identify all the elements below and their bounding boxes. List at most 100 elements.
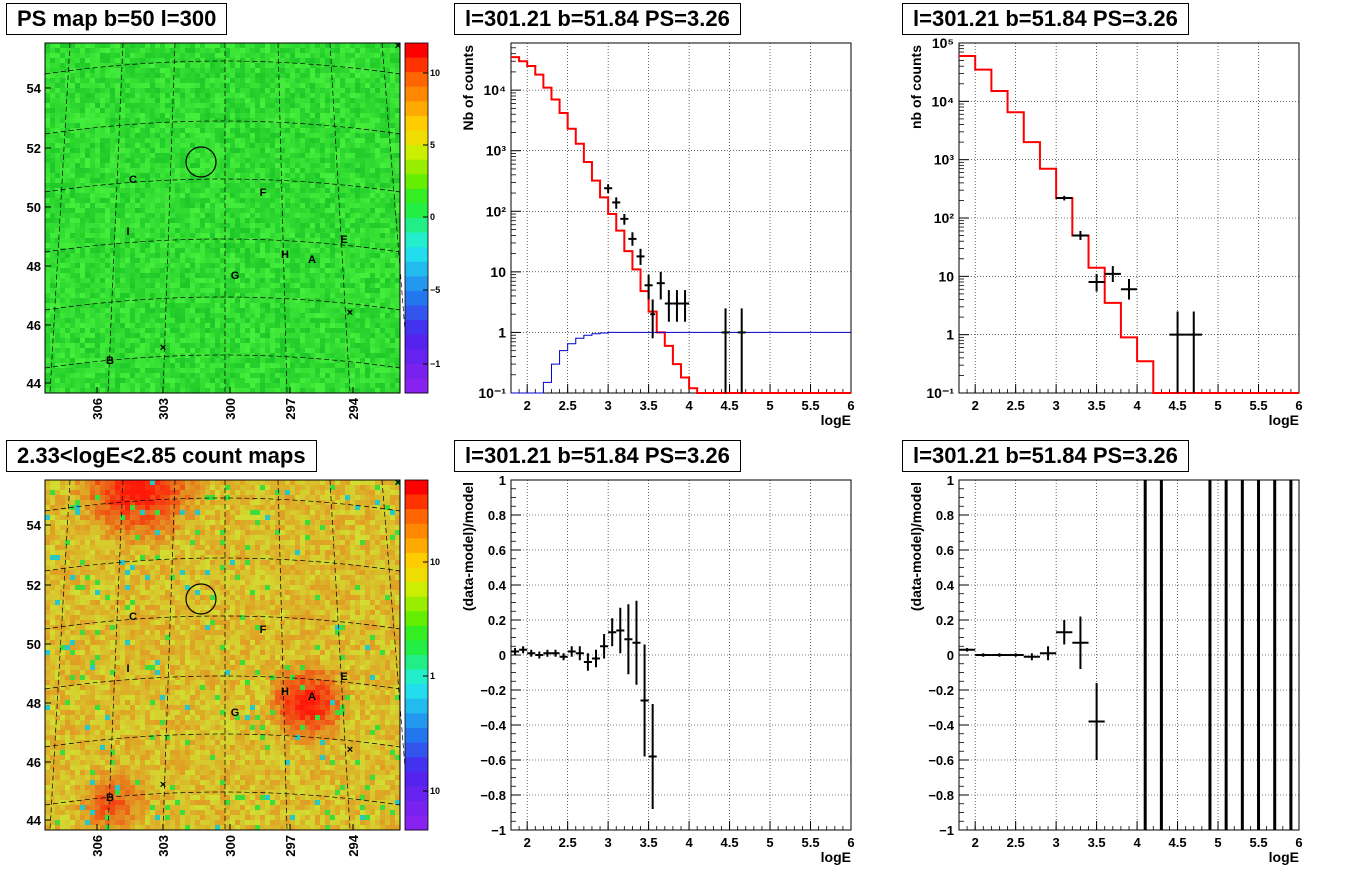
y-tick-label: −0.4: [480, 718, 506, 733]
data-point: [636, 248, 645, 265]
y-tick-label: 10⁴: [932, 93, 955, 109]
source-label: A: [308, 691, 316, 703]
y-tick-label: 50: [27, 200, 41, 215]
y-tick-label: −0.6: [480, 753, 506, 768]
y-tick-label: 1: [499, 473, 506, 488]
longitude-grid-line: [329, 42, 351, 394]
data-point: [616, 607, 625, 654]
spectrum-chart: 2 2.5 3 3.5 4 4.5 5 5.5 6 10⁻¹ 1 10 10² 10³ 10⁴ logE Nb …: [460, 42, 855, 428]
spectrum-chart-title: l=301.21 b=51.84 PS=3.26: [454, 3, 741, 35]
colorbar-frame: [404, 479, 429, 831]
source-label: H: [281, 249, 289, 261]
data-point: [543, 649, 552, 657]
data-point: [583, 653, 592, 671]
data-point: [1056, 620, 1073, 645]
y-tick-label: 52: [27, 141, 41, 156]
y-tick-label: 0.2: [488, 613, 506, 628]
x-tick-label: 5: [766, 835, 773, 850]
data-point: [535, 651, 544, 659]
data-point: [672, 290, 681, 322]
y-tick-label: 52: [27, 578, 41, 593]
data-point: [737, 308, 746, 393]
x-tick-label: 5: [1214, 398, 1221, 413]
x-tick-label: 4.5: [1169, 398, 1187, 413]
y-tick-label: 0.4: [488, 578, 507, 593]
x-tick-label: 4.5: [721, 835, 739, 850]
y-tick-label: 0: [947, 648, 954, 663]
x-tick-label: 6: [847, 835, 854, 850]
cross-marker: ×: [160, 342, 166, 354]
colorbar-tick-label: 1: [430, 671, 435, 681]
source-label: A: [308, 254, 316, 266]
x-tick-label: 2.5: [559, 835, 577, 850]
residual-rebinned-chart-panel: 2 2.5 3 3.5 4 4.5 5 5.5 6 1 0.8 0.6 0.4 0.2 0 −0.2 −0.4 −…: [898, 437, 1338, 869]
data-point: [624, 604, 633, 675]
data-point: [650, 299, 656, 339]
latitude-grid-line: [44, 791, 401, 806]
x-tick-label: 4.5: [1169, 835, 1187, 850]
data-point: [1120, 279, 1138, 300]
spectrum-rebinned-chart: 2 2.5 3 3.5 4 4.5 5 5.5 6 10⁻¹ 1 10 10² 10³ 10⁴ 10⁵ logE…: [908, 35, 1303, 428]
data-point: [608, 618, 617, 647]
y-tick-label: 0.4: [936, 578, 955, 593]
x-tick-label: 3.5: [1088, 835, 1106, 850]
data-point: [591, 649, 601, 668]
y-tick-label: 10³: [486, 143, 507, 159]
latitude-grid-line: [44, 497, 401, 512]
y-tick-label: 0.6: [936, 543, 954, 558]
data-point: [1007, 653, 1024, 657]
residual-rebinned-chart: 2 2.5 3 3.5 4 4.5 5 5.5 6 1 0.8 0.6 0.4 0.2 0 −0.2 −0.4 −…: [908, 473, 1303, 865]
colorbar-tick-label: 10: [430, 557, 440, 567]
cross-marker: ×: [395, 477, 401, 489]
x-axis-label: logE: [1269, 849, 1299, 865]
y-tick-label: 46: [27, 755, 41, 770]
longitude-grid-line: [107, 479, 124, 831]
y-tick-label: 0.8: [488, 508, 506, 523]
x-tick-label: 4: [685, 835, 693, 850]
data-point: [559, 653, 568, 661]
count-map-title: 2.33<logE<2.85 count maps: [6, 440, 317, 472]
map-frame: [44, 42, 401, 394]
x-tick-label: 6: [847, 398, 854, 413]
data-point: [551, 649, 560, 657]
source-label: C: [129, 611, 137, 623]
x-tick-label: 300: [223, 398, 238, 420]
x-tick-label: 303: [156, 398, 171, 420]
y-tick-label: 10: [938, 268, 954, 284]
data-point: [575, 646, 584, 661]
x-tick-label: 5: [766, 398, 773, 413]
data-point: [511, 648, 520, 655]
x-tick-label: 3.5: [640, 835, 658, 850]
latitude-grid-line: [44, 178, 401, 193]
latitude-grid-line: [44, 354, 401, 369]
source-label: I: [126, 663, 129, 675]
x-tick-label: 2.5: [559, 398, 577, 413]
y-axis-label: Nb of counts: [460, 45, 476, 131]
map-frame: [44, 479, 401, 831]
data-point: [1072, 616, 1089, 669]
data-point: [640, 644, 649, 757]
cross-marker: ×: [160, 779, 166, 791]
latitude-grid-line: [44, 60, 401, 75]
latitude-grid-line: [44, 238, 401, 253]
ps-map-panel: × × × C F I E H A G B 54 52 50 48 46 44 306 303 300 297 294 10…: [0, 0, 440, 432]
plot-series: [959, 54, 1299, 394]
colorbar-tick-label: 10⁻¹: [430, 786, 440, 796]
latitude-grid-line: [44, 675, 401, 690]
residual-chart-panel: 2 2.5 3 3.5 4 4.5 5 5.5 6 1 0.8 0.6 0.4 0.2 0 −0.2 −0.4 −…: [450, 437, 880, 869]
source-label: C: [129, 174, 137, 186]
longitude-grid-line: [162, 479, 176, 831]
data-point: [620, 214, 629, 225]
x-tick-label: 3.5: [1088, 398, 1106, 413]
latitude-grid-line: [44, 615, 401, 630]
y-tick-label: 10²: [486, 203, 507, 219]
y-tick-label: 0.2: [936, 613, 954, 628]
source-label: H: [281, 686, 289, 698]
latitude-grid-line: [44, 733, 401, 748]
x-tick-label: 297: [283, 398, 298, 420]
source-label: G: [231, 707, 240, 719]
residual-chart-title: l=301.21 b=51.84 PS=3.26: [454, 440, 741, 472]
latitude-grid-line: [44, 557, 401, 572]
x-tick-label: 5.5: [801, 835, 819, 850]
